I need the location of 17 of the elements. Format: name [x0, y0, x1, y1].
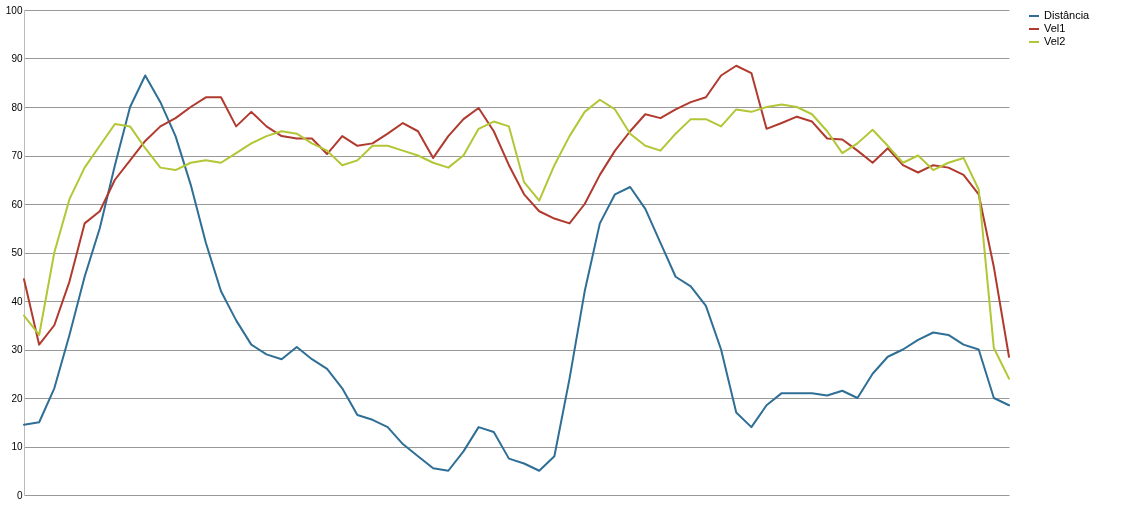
y-tick-label: 80	[11, 101, 23, 113]
y-tick-label: 20	[11, 392, 23, 404]
legend-label: Vel2	[1044, 35, 1066, 47]
y-tick-label: 10	[11, 441, 23, 452]
y-tick-label: 0	[16, 489, 23, 501]
legend-label: Distância	[1044, 9, 1091, 21]
y-tick-label: 70	[11, 150, 23, 161]
line-series	[23, 74, 1010, 472]
line-series	[23, 64, 1010, 358]
y-tick-label: 40	[11, 295, 23, 307]
y-tick-label: 50	[11, 247, 23, 258]
y-tick-label: 100	[5, 4, 23, 16]
line-series	[23, 98, 1010, 380]
y-tick-label: 90	[11, 53, 23, 64]
legend-label: Vel1	[1044, 22, 1066, 34]
y-tick-label: 30	[11, 344, 23, 355]
y-tick-label: 60	[11, 198, 23, 210]
